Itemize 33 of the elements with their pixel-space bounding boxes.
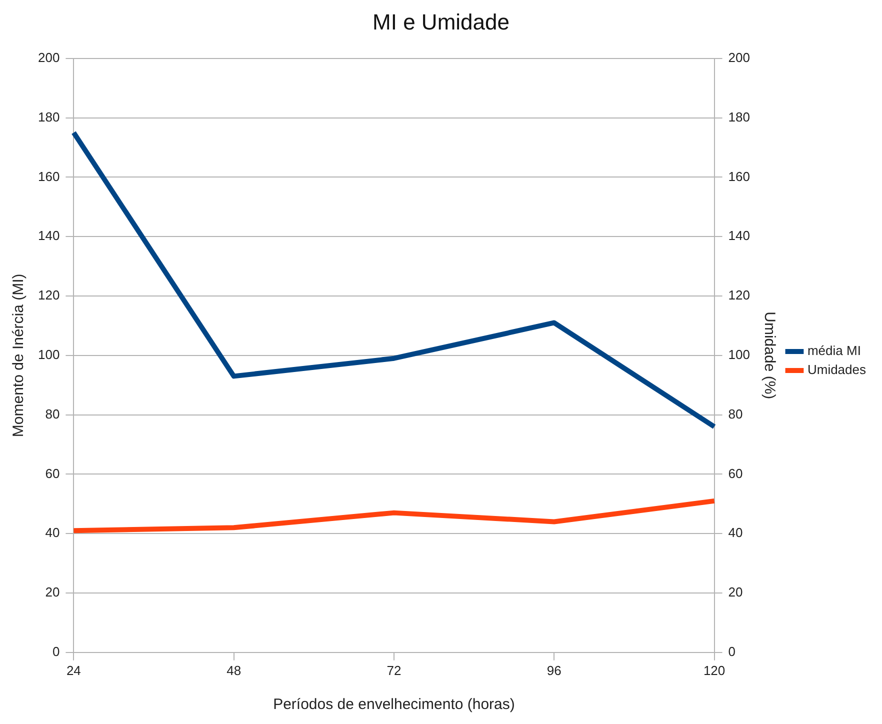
x-tick-label: 48 <box>226 662 242 678</box>
legend-label: média MI <box>807 343 861 358</box>
y-tick-label: 120 <box>38 288 60 303</box>
y2-tick-label: 0 <box>728 644 736 659</box>
y-tick-label: 140 <box>38 228 60 244</box>
y2-tick-label: 160 <box>728 168 750 184</box>
y-tick-label: 60 <box>45 466 60 481</box>
y2-tick-label: 80 <box>728 406 743 422</box>
y2-tick-label: 40 <box>728 525 743 540</box>
y2-tick-label: 20 <box>728 584 743 600</box>
y2-tick-label: 180 <box>728 109 750 124</box>
y2-tick-label: 120 <box>728 288 750 303</box>
x-tick-label: 120 <box>703 662 726 678</box>
y2-tick-label: 200 <box>728 50 750 65</box>
y2-tick-label: 100 <box>728 346 750 362</box>
chart-title: MI e Umidade <box>372 9 510 34</box>
y-tick-label: 180 <box>38 109 60 124</box>
y2-axis-title: Umidade (%) <box>760 312 778 400</box>
y-tick-label: 200 <box>38 50 60 65</box>
y2-tick-label: 140 <box>728 228 750 244</box>
x-tick-label: 24 <box>66 662 81 678</box>
y-tick-label: 160 <box>38 168 60 184</box>
x-axis-title: Períodos de envelhecimento (horas) <box>273 696 515 714</box>
y-tick-label: 80 <box>45 406 60 422</box>
x-tick-label: 96 <box>546 662 562 678</box>
y-axis-title: Momento de Inércia (MI) <box>10 274 28 438</box>
y2-tick-label: 60 <box>728 466 743 481</box>
x-tick-label: 72 <box>386 662 402 678</box>
y-tick-label: 20 <box>45 584 60 600</box>
y-tick-label: 0 <box>52 644 60 659</box>
y-tick-label: 40 <box>45 525 60 540</box>
y-tick-label: 100 <box>38 346 60 362</box>
legend-label: Umidades <box>807 362 866 378</box>
